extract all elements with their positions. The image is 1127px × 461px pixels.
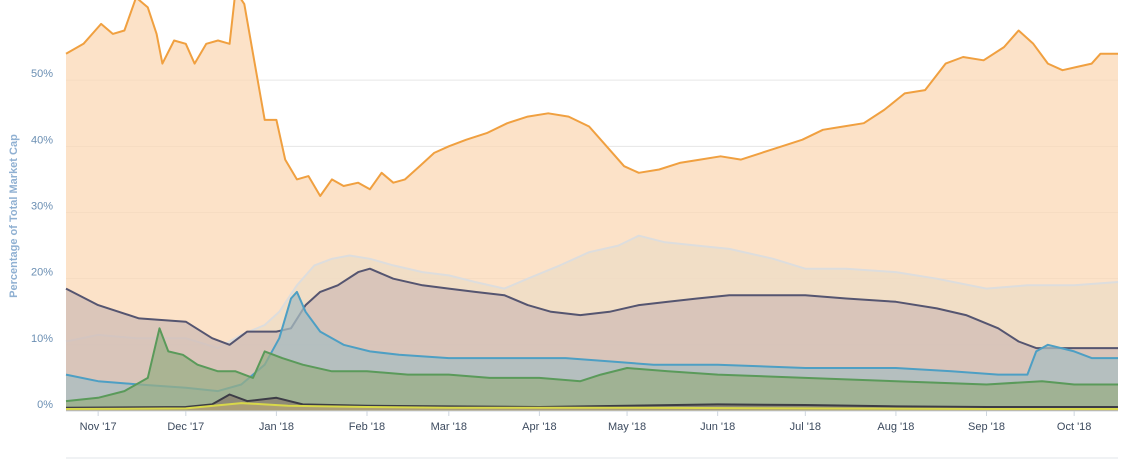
y-tick-labels: 0% 10% 20% 30% 40% 50% [31,68,53,411]
x-tick-label: Nov '17 [80,421,117,433]
series-areas [65,0,1119,411]
x-tick-label: Mar '18 [431,421,467,433]
series-7-line [65,402,1118,410]
y-tick-label: 10% [31,333,53,345]
x-tick-label: May '18 [608,421,646,433]
x-tick-label: Jul '18 [790,421,821,433]
y-tick-label: 20% [31,267,53,279]
series-1-line [65,0,1118,197]
series-7 [65,402,1118,411]
x-tick-label: Feb '18 [349,421,385,433]
x-tick-labels: Nov '17 Dec '17 Jan '18 Feb '18 Mar '18 Apr '… [80,411,1092,433]
x-tick-label: Dec '17 [167,421,204,433]
series-3-line [65,267,1118,350]
x-tick-label: Jan '18 [259,421,294,433]
series-6-line [65,393,1118,409]
y-tick-label: 50% [31,68,53,80]
x-tick-label: Oct '18 [1057,421,1092,433]
x-tick-label: Sep '18 [968,421,1005,433]
y-tick-label: 30% [31,201,53,213]
x-tick-label: Jun '18 [700,421,735,433]
x-tick-label: Aug '18 [877,421,914,433]
y-axis-label: Percentage of Total Market Cap [8,134,20,298]
series-5-area [66,328,1118,411]
series-2-line [65,234,1119,350]
y-tick-label: 0% [37,399,53,411]
y-tick-label: 40% [31,134,53,146]
series-5 [65,327,1118,411]
series-5-line [65,327,1118,403]
x-tick-label: Apr '18 [522,421,557,433]
